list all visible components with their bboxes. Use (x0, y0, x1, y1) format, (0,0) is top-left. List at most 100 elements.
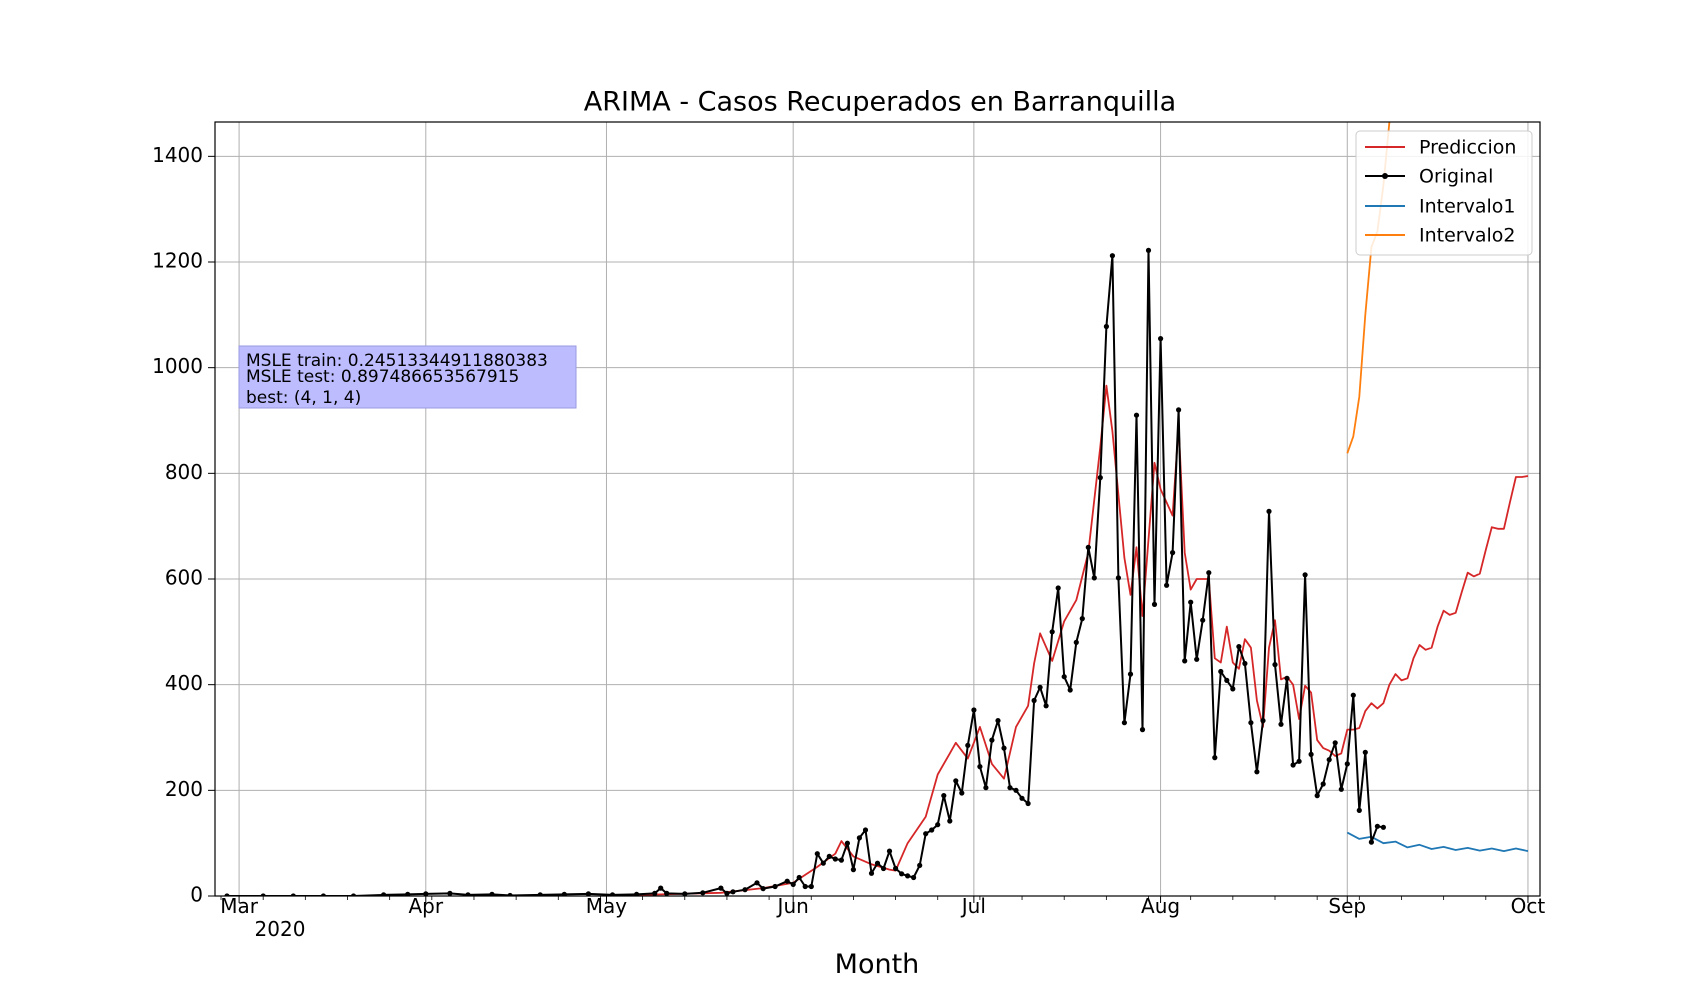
data-point-original (838, 857, 845, 863)
data-point-original (320, 893, 326, 896)
data-point-original (1236, 644, 1242, 650)
y-tick-label: 1000 (152, 354, 203, 378)
data-point-original (947, 818, 953, 824)
data-point-original (381, 892, 387, 896)
y-tick-label: 200 (165, 777, 203, 801)
data-point-original (1194, 656, 1200, 662)
data-point-original (1176, 407, 1182, 413)
data-point-original (905, 873, 911, 879)
data-point-original (1356, 807, 1362, 814)
annotation-box (238, 345, 577, 409)
data-point-original (802, 883, 808, 890)
data-point-original (899, 871, 905, 877)
data-point-original (1326, 757, 1332, 763)
y-axis-ticks: 0 200 400 600 800 1000 1200 1400 (152, 143, 215, 907)
data-point-original (772, 883, 778, 890)
x-gridlines (238, 122, 1529, 896)
data-point-original (700, 890, 706, 896)
series-layer (224, 122, 1529, 896)
x-tick-label: Mar (220, 894, 259, 918)
data-point-original (423, 891, 429, 896)
data-point-original (977, 764, 983, 770)
data-point-original (1218, 668, 1224, 675)
x-axis-label: Month (835, 949, 920, 980)
data-point-original (1260, 718, 1266, 724)
data-point-original (880, 865, 887, 872)
data-point-original (929, 827, 935, 833)
data-point-original (652, 890, 658, 896)
data-point-original (1061, 674, 1067, 680)
data-point-original (1230, 686, 1236, 692)
data-point-original (350, 893, 357, 896)
data-point-original (682, 891, 688, 896)
legend-label-intervalo1: Intervalo1 (1419, 196, 1515, 218)
data-point-original (1374, 823, 1380, 829)
data-point-original (832, 856, 838, 862)
data-point-original (405, 891, 411, 896)
legend-label-prediccion: Prediccion (1419, 137, 1516, 159)
data-point-original (1085, 544, 1091, 550)
data-point-original (995, 718, 1001, 724)
data-point-original (1031, 697, 1037, 704)
data-point-original (1055, 585, 1061, 591)
series-line-intervalo1 (1346, 831, 1529, 852)
x-year-label: 2020 (255, 917, 306, 941)
data-point-original (1242, 660, 1248, 667)
data-point-original (1127, 671, 1134, 677)
data-point-original (760, 886, 766, 892)
data-point-original (1320, 781, 1326, 787)
data-point-original (814, 851, 820, 857)
y-tick-label: 400 (165, 671, 203, 695)
data-point-original (1332, 740, 1338, 746)
data-point-original (959, 790, 965, 796)
data-point-original (718, 885, 724, 891)
x-tick-label: May (586, 894, 628, 918)
x-tick-label: Jul (960, 894, 986, 918)
data-point-original (1103, 323, 1109, 330)
legend: Prediccion Original Intervalo1 Intervalo… (1355, 130, 1533, 256)
data-point-original (850, 867, 857, 873)
data-point-original (983, 785, 989, 791)
data-point-original (917, 862, 923, 869)
data-point-original (1344, 761, 1350, 767)
data-point-original (1073, 639, 1079, 646)
data-point-original (658, 885, 664, 891)
data-point-original (1164, 582, 1170, 588)
x-tick-label: Jun (776, 894, 809, 918)
data-point-original (1380, 824, 1386, 830)
data-point-original (1013, 787, 1019, 793)
data-point-original (1182, 658, 1188, 664)
data-point-original (754, 880, 760, 886)
data-point-original (953, 778, 959, 784)
data-point-original (634, 891, 640, 896)
data-point-original (826, 853, 832, 860)
data-point-original (1188, 599, 1194, 605)
data-point-original (260, 893, 266, 896)
data-point-original (537, 892, 543, 896)
x-tick-label: Aug (1141, 894, 1180, 918)
data-point-original (1121, 720, 1127, 726)
msle-annotation: MSLE train: 0.24513344911880383 MSLE tes… (238, 345, 577, 409)
y-tick-label: 1400 (152, 143, 203, 167)
data-point-original (1272, 662, 1278, 668)
data-point-original (1350, 692, 1356, 698)
data-point-original (489, 891, 495, 896)
data-point-original (742, 887, 748, 893)
data-point-original (808, 883, 814, 890)
x-tick-label: Apr (408, 894, 443, 918)
data-point-original (1290, 762, 1296, 768)
data-point-original (664, 890, 670, 896)
legend-label-intervalo2: Intervalo2 (1419, 225, 1515, 247)
data-point-original (1266, 508, 1272, 514)
data-point-original (790, 881, 796, 888)
data-point-original (911, 874, 917, 881)
data-point-original (856, 835, 863, 841)
data-point-original (1368, 839, 1374, 845)
data-point-original (1037, 684, 1043, 690)
y-tick-label: 0 (190, 883, 203, 907)
data-point-original (1025, 800, 1031, 807)
annotation-line-1: MSLE train: 0.24513344911880383 (246, 351, 548, 371)
data-point-original (1001, 745, 1007, 751)
data-point-original (585, 891, 591, 896)
